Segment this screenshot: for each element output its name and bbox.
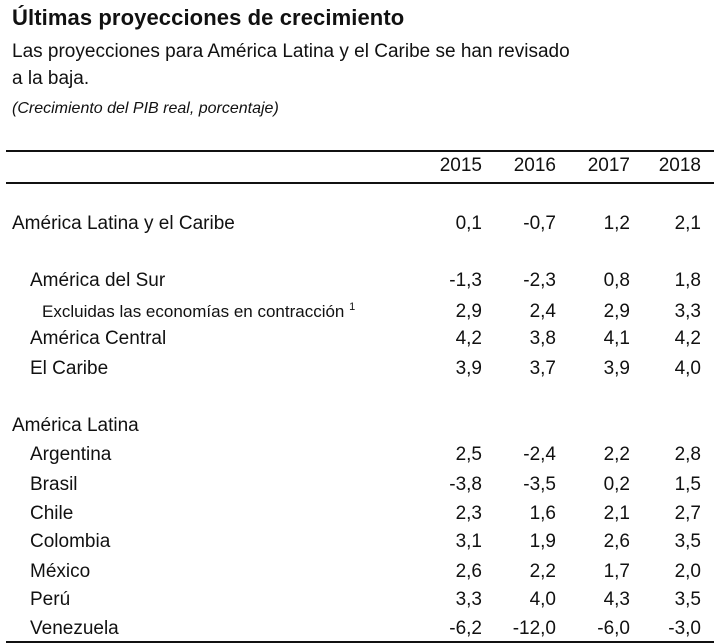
value-cell-2015: 0,1 — [455, 213, 482, 234]
row-label: América Latina y el Caribe — [12, 213, 235, 235]
value-cell-2016: 2,2 — [529, 561, 556, 582]
table-top-rule — [6, 150, 714, 152]
value-cell-2018: 2,0 — [674, 561, 701, 582]
value-cell-2018: 1,5 — [674, 474, 701, 495]
row-label: El Caribe — [30, 358, 108, 380]
value-cell-2017: 1,2 — [603, 213, 630, 234]
value-cell-2015: 3,9 — [455, 358, 482, 379]
value-cell-2015: 4,2 — [455, 328, 482, 349]
value-cell-2018: 4,2 — [674, 328, 701, 349]
value-cell-2018: -3,0 — [668, 618, 701, 639]
row-label-text: México — [30, 561, 91, 582]
value-cell-2017: 2,1 — [603, 503, 630, 524]
row-label-text: Excluidas las economías en contracción — [42, 302, 345, 321]
value-cell-2017: 4,1 — [603, 328, 630, 349]
year-header-2017: 2017 — [587, 155, 630, 176]
row-label-text: El Caribe — [30, 358, 109, 379]
units-note: (Crecimiento del PIB real, porcentaje) — [12, 100, 279, 117]
row-label-text: América Latina — [12, 415, 139, 436]
value-cell-2018: 2,7 — [674, 503, 701, 524]
value-cell-2018: 1,8 — [674, 270, 701, 291]
value-cell-2018: 2,8 — [674, 444, 701, 465]
value-cell-2015: -3,8 — [449, 474, 482, 495]
value-cell-2016: 2,4 — [529, 301, 556, 322]
row-label-text: Chile — [30, 503, 74, 524]
value-cell-2016: -0,7 — [523, 213, 556, 234]
row-label: Argentina — [30, 444, 111, 466]
value-cell-2016: -12,0 — [512, 618, 556, 639]
row-label: Excluidas las economías en contracción 1 — [42, 301, 355, 322]
row-label-text: Perú — [30, 589, 71, 610]
value-cell-2017: 1,7 — [603, 561, 630, 582]
value-cell-2017: 2,2 — [603, 444, 630, 465]
table-bottom-rule — [6, 641, 714, 643]
row-label-text: Venezuela — [30, 618, 119, 639]
row-label-text: Colombia — [30, 531, 111, 552]
row-label-text: Brasil — [30, 474, 78, 495]
value-cell-2015: 2,6 — [455, 561, 482, 582]
value-cell-2015: 2,3 — [455, 503, 482, 524]
value-cell-2016: 1,9 — [529, 531, 556, 552]
value-cell-2017: 3,9 — [603, 358, 630, 379]
subtitle-line-1: Las proyecciones para América Latina y e… — [12, 41, 570, 62]
row-label-text: América Central — [30, 328, 167, 349]
year-header-2015: 2015 — [439, 155, 482, 176]
year-header-2018: 2018 — [658, 155, 701, 176]
page-title: Últimas proyecciones de crecimiento — [12, 5, 405, 30]
value-cell-2017: 0,2 — [603, 474, 630, 495]
value-cell-2017: 2,9 — [603, 301, 630, 322]
value-cell-2018: 4,0 — [674, 358, 701, 379]
value-cell-2016: 4,0 — [529, 589, 556, 610]
subtitle-line-2: a la baja. — [12, 68, 90, 89]
value-cell-2016: 3,8 — [529, 328, 556, 349]
row-label: México — [30, 561, 90, 583]
row-label-text: Argentina — [30, 444, 112, 465]
value-cell-2016: 1,6 — [529, 503, 556, 524]
value-cell-2015: -1,3 — [449, 270, 482, 291]
row-label: Colombia — [30, 531, 110, 553]
value-cell-2015: 2,5 — [455, 444, 482, 465]
value-cell-2016: -2,4 — [523, 444, 556, 465]
value-cell-2015: 3,3 — [455, 589, 482, 610]
row-label: Brasil — [30, 474, 78, 496]
row-label-text: América Latina y el Caribe — [12, 213, 235, 234]
row-label: América Central — [30, 328, 166, 350]
value-cell-2017: 4,3 — [603, 589, 630, 610]
value-cell-2017: 0,8 — [603, 270, 630, 291]
value-cell-2016: -2,3 — [523, 270, 556, 291]
footnote-marker: 1 — [349, 301, 356, 313]
page-subtitle: Las proyecciones para América Latina y e… — [12, 38, 652, 92]
value-cell-2018: 3,3 — [674, 301, 701, 322]
table-header-rule — [6, 182, 714, 184]
value-cell-2017: -6,0 — [597, 618, 630, 639]
value-cell-2016: 3,7 — [529, 358, 556, 379]
value-cell-2018: 3,5 — [674, 589, 701, 610]
row-label: América Latina — [12, 415, 139, 437]
value-cell-2015: 2,9 — [455, 301, 482, 322]
row-label: América del Sur — [30, 270, 165, 292]
row-label: Perú — [30, 589, 70, 611]
value-cell-2015: 3,1 — [455, 531, 482, 552]
value-cell-2016: -3,5 — [523, 474, 556, 495]
value-cell-2018: 2,1 — [674, 213, 701, 234]
value-cell-2017: 2,6 — [603, 531, 630, 552]
value-cell-2015: -6,2 — [449, 618, 482, 639]
row-label: Venezuela — [30, 618, 119, 640]
year-header-2016: 2016 — [513, 155, 556, 176]
value-cell-2018: 3,5 — [674, 531, 701, 552]
row-label: Chile — [30, 503, 73, 525]
row-label-text: América del Sur — [30, 270, 166, 291]
